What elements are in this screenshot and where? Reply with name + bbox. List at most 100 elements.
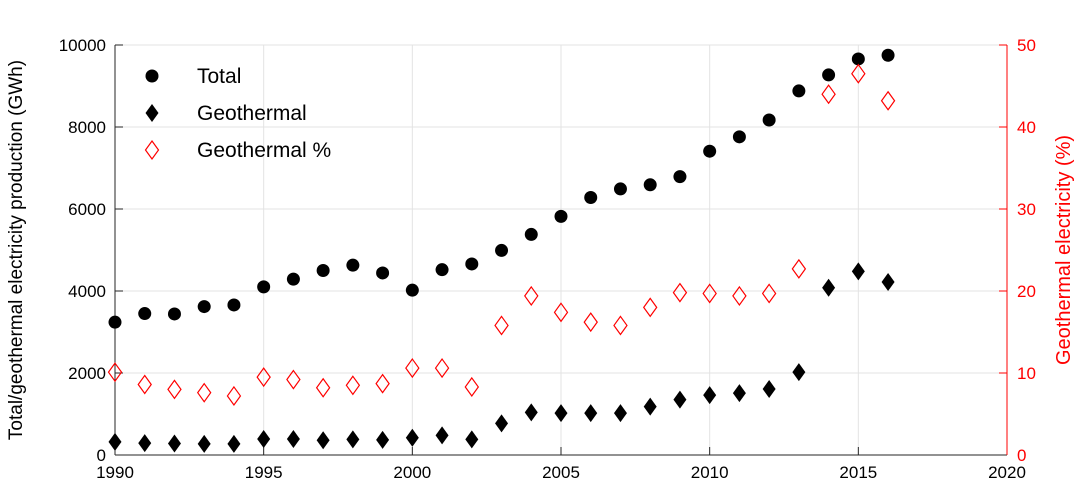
- total-point: [227, 298, 241, 312]
- total-point: [554, 209, 568, 223]
- total-point: [167, 307, 181, 321]
- geothermal-point: [613, 404, 627, 423]
- y-tick-label: 8000: [68, 118, 106, 137]
- y2-tick-label: 30: [1017, 200, 1036, 219]
- x-tick-label: 2000: [393, 463, 431, 482]
- y-tick-label: 0: [97, 446, 106, 465]
- total-point: [792, 84, 806, 98]
- total-point: [286, 272, 300, 286]
- total-point: [524, 227, 538, 241]
- geothermal-pct-point: [791, 258, 807, 279]
- axes: 1990 1995 2000 2005 2010 2015 2020020004000600…: [6, 36, 1075, 482]
- geothermal-pct-point: [553, 302, 569, 323]
- total-point: [435, 263, 449, 277]
- geothermal-point: [197, 434, 211, 453]
- total-point: [732, 130, 746, 144]
- geothermal-pct-point: [405, 358, 420, 379]
- y2-tick-label: 0: [1017, 446, 1026, 465]
- data-marks: [107, 48, 896, 453]
- total-point: [405, 283, 419, 297]
- geothermal-point: [732, 384, 746, 403]
- geothermal-pct-point: [196, 382, 212, 403]
- geothermal-point: [257, 430, 271, 449]
- total-point: [197, 300, 211, 314]
- geothermal-point: [316, 431, 330, 450]
- legend: Total Geothermal Geothermal %: [144, 65, 331, 162]
- total-point: [584, 191, 598, 205]
- x-tick-label: 2020: [988, 463, 1026, 482]
- geothermal-pct-point: [464, 376, 480, 397]
- total-point: [465, 257, 479, 271]
- series-total: [108, 48, 895, 329]
- total-point: [851, 52, 865, 66]
- geothermal-point: [524, 403, 538, 422]
- geothermal-point: [108, 432, 122, 451]
- geothermal-point: [881, 272, 895, 291]
- geothermal-point: [703, 386, 717, 405]
- geothermal-point: [346, 430, 360, 449]
- y-tick-label: 10000: [59, 36, 106, 55]
- geothermal-point: [286, 430, 300, 449]
- total-point: [346, 258, 360, 272]
- geothermal-point: [584, 404, 598, 423]
- geothermal-pct-point: [524, 285, 539, 306]
- series-geothermal: [108, 262, 895, 453]
- geothermal-pct-point: [167, 379, 182, 400]
- geothermal-pct-point: [137, 374, 152, 395]
- y-tick-label: 6000: [68, 200, 106, 219]
- geothermal-point: [554, 404, 568, 423]
- total-point: [673, 170, 687, 184]
- geothermal-pct-point: [880, 90, 896, 111]
- total-point: [762, 113, 776, 127]
- geothermal-pct-point: [494, 315, 509, 336]
- geothermal-pct-point: [286, 369, 301, 390]
- geothermal-pct-point: [226, 385, 242, 406]
- geothermal-pct-point: [345, 375, 361, 396]
- geothermal-pct-point: [702, 283, 717, 304]
- geothermal-point: [435, 426, 449, 445]
- geothermal-pct-point: [256, 367, 271, 388]
- geothermal-pct-point: [434, 358, 450, 379]
- total-point: [495, 243, 509, 257]
- x-tick-label: 2005: [542, 463, 580, 482]
- y-tick-label: 2000: [68, 364, 106, 383]
- geothermal-point: [673, 390, 687, 409]
- geothermal-point: [405, 428, 419, 447]
- geothermal-pct-point: [583, 312, 598, 333]
- geothermal-point: [792, 363, 806, 382]
- y2-tick-label: 10: [1017, 364, 1036, 383]
- geothermal-pct-point: [642, 297, 658, 318]
- geothermal-point: [167, 434, 181, 453]
- geothermal-pct-point: [375, 373, 390, 394]
- total-point: [822, 68, 836, 82]
- geothermal-point: [495, 414, 509, 433]
- x-tick-label: 1995: [245, 463, 283, 482]
- y2-tick-label: 50: [1017, 36, 1036, 55]
- y-axis-title: Total/geothermal electricity production …: [6, 60, 27, 440]
- total-point: [376, 266, 390, 280]
- y2-tick-label: 20: [1017, 282, 1036, 301]
- total-point: [138, 307, 152, 321]
- geothermal-point: [227, 434, 241, 453]
- total-point: [703, 144, 717, 158]
- total-point: [108, 315, 122, 329]
- geothermal-point: [138, 434, 152, 453]
- legend-label-geothermal-pct: Geothermal %: [197, 139, 331, 162]
- total-point: [881, 48, 895, 62]
- geothermal-point: [376, 430, 390, 449]
- total-point: [613, 182, 627, 196]
- x-tick-label: 2010: [691, 463, 729, 482]
- y-tick-label: 4000: [68, 282, 106, 301]
- x-tick-label: 2015: [839, 463, 877, 482]
- geothermal-pct-point: [315, 377, 331, 398]
- total-point: [257, 280, 271, 294]
- geothermal-point: [465, 430, 479, 449]
- series-geothermal-pct: [107, 63, 896, 406]
- legend-label-total: Total: [197, 65, 241, 88]
- geothermal-pct-point: [821, 84, 836, 105]
- x-tick-label: 1990: [96, 463, 134, 482]
- grid: [114, 44, 1008, 456]
- legend-marker-geothermal: [145, 104, 159, 122]
- geothermal-point: [762, 379, 776, 398]
